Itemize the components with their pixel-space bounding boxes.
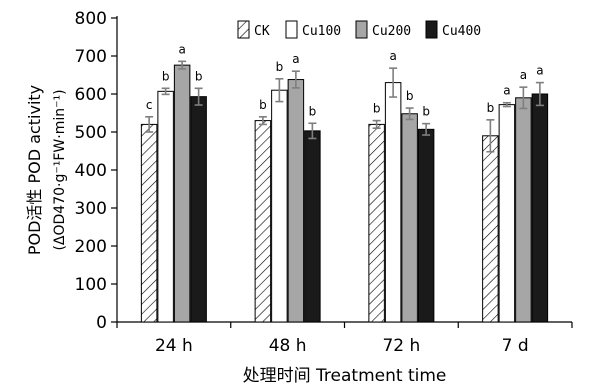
x-axis-title: 处理时间 Treatment time [243, 366, 447, 386]
bar-cu100 [498, 104, 516, 323]
x-tick-label: 48 h [269, 336, 307, 356]
bar-cu100 [157, 90, 174, 323]
legend-swatch-ck [237, 20, 250, 39]
bar-cu400 [304, 130, 321, 323]
significance-label: b [373, 102, 381, 116]
legend-swatch-cu400 [425, 20, 438, 39]
significance-label: a [178, 42, 185, 56]
significance-label: a [520, 68, 527, 82]
bar-cu200 [401, 113, 418, 323]
bar-ck [254, 120, 272, 323]
significance-label: b [422, 105, 430, 119]
significance-label: b [487, 101, 495, 115]
bar-cu400 [531, 93, 549, 323]
bar-cu100 [384, 82, 402, 323]
y-axis-unit: (ΔOD470·g⁻¹FW·min⁻¹) [52, 89, 68, 250]
significance-label: a [536, 64, 543, 78]
y-tick-label: 500 [75, 123, 107, 143]
significance-label: b [406, 89, 414, 103]
legend-label-cu100: Cu100 [302, 24, 341, 39]
significance-label: a [389, 49, 396, 63]
x-tick-label: 7 d [502, 336, 529, 356]
bar-ck [368, 123, 385, 323]
y-tick-label: 800 [75, 9, 107, 29]
significance-label: b [276, 60, 284, 74]
y-tick-label: 200 [75, 237, 107, 257]
bar-cu400 [190, 96, 207, 323]
x-tick-label: 24 h [155, 336, 193, 356]
legend-label-cu400: Cu400 [442, 24, 481, 39]
y-tick-label: 300 [75, 199, 107, 219]
legend-label-cu200: Cu200 [372, 24, 411, 39]
bar-ck [482, 135, 499, 323]
bar-cu100 [271, 89, 288, 323]
significance-label: b [309, 104, 317, 118]
significance-label: a [503, 84, 510, 98]
significance-label: c [146, 98, 153, 112]
legend-swatch-cu100 [285, 20, 298, 39]
bar-cu200 [515, 97, 532, 323]
y-tick-label: 100 [75, 275, 107, 295]
y-tick-label: 0 [96, 313, 107, 333]
significance-label: b [195, 69, 203, 83]
x-tick-label: 72 h [382, 336, 420, 356]
bar-cu200 [173, 64, 191, 323]
chart-legend: CK Cu100 Cu200 Cu400 [237, 20, 481, 39]
significance-label: b [162, 69, 170, 83]
significance-label: b [259, 98, 267, 112]
bar-cu200 [287, 79, 305, 323]
legend-label-ck: CK [254, 24, 270, 39]
y-tick-label: 700 [75, 47, 107, 67]
legend-swatch-cu200 [355, 20, 368, 39]
y-tick-label: 400 [75, 161, 107, 181]
y-tick-label: 600 [75, 85, 107, 105]
bar-cu400 [417, 128, 435, 323]
y-axis-title: POD活性 POD activity [25, 85, 44, 255]
bar-ck [140, 123, 158, 323]
significance-label: a [292, 52, 299, 66]
